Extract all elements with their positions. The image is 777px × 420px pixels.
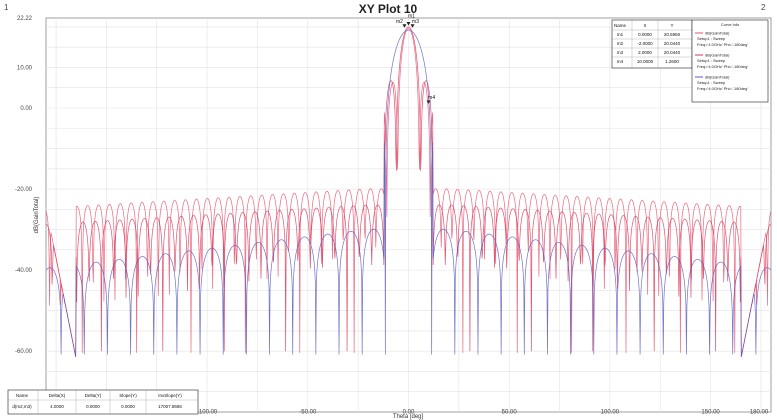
y-tick-label: -60.00 <box>15 349 33 355</box>
y-axis-ticks: 22.22 10.00 0.00 -20.00 -40.00 -60.00 <box>15 16 33 355</box>
marker-table-cell: -2.0000 <box>637 41 653 46</box>
marker-table-cell: m3 <box>617 50 624 55</box>
marker-table[interactable]: Name X Ym1 0.0000 20.5950 m2 -2.0000 20.0440 m3 2… <box>611 19 693 69</box>
x-tick-label: 150.00 <box>701 410 720 416</box>
chart-title: XY Plot 10 <box>359 2 418 16</box>
marker-label: m4 <box>428 95 435 101</box>
delta-table-header: InvSlope(Y) <box>158 393 182 398</box>
series-line-3 <box>45 29 772 357</box>
y-tick-label: 10.00 <box>17 65 33 71</box>
marker-m2[interactable] <box>402 24 407 28</box>
legend-entry-name: dB(GainTotal) <box>705 75 730 80</box>
marker-table-header: Name <box>614 23 627 28</box>
curve-info-legend[interactable]: Curve Info dB(GainTotal)Setup1 : SweepFr… <box>691 19 769 103</box>
x-axis-label: Theta [deg] <box>393 414 424 420</box>
curve-info-title: Curve Info <box>721 22 740 27</box>
y-tick-label: -20.00 <box>15 187 33 193</box>
marker-label: m3 <box>412 19 419 25</box>
marker-table-header: Y <box>670 23 673 28</box>
series-line-1 <box>45 28 772 357</box>
marker-table-cell: m1 <box>617 32 624 37</box>
legend-entry-params: Freq='4.0GHz' Phi='-180deg' <box>697 42 748 47</box>
x-tick-label: 180.00 <box>750 410 769 416</box>
delta-table-header: Delta(Y) <box>85 393 102 398</box>
marker-label: m1 <box>408 14 415 20</box>
y-tick-label: -40.00 <box>15 268 33 274</box>
marker-table-cell: 20.5950 <box>664 32 681 37</box>
legend-entry-name: dB(GainTotal) <box>705 31 730 36</box>
series-group <box>45 26 772 357</box>
delta-table-header: Slope(Y) <box>119 393 137 398</box>
marker-m3[interactable] <box>410 24 415 28</box>
marker-table-cell: m4 <box>617 59 624 64</box>
legend-entry-setup: Setup1 : Sweep <box>697 36 726 41</box>
legend-entry-setup: Setup1 : Sweep <box>697 58 726 63</box>
marker-table-cell: 1.2600 <box>665 59 679 64</box>
marker-table-cell: m2 <box>617 41 624 46</box>
marker-table-header: X <box>643 23 646 28</box>
x-tick-label: 0.00 <box>403 410 415 416</box>
delta-table-header: Delta(X) <box>49 393 66 398</box>
delta-table-cell: 0.0000 <box>86 404 100 409</box>
x-axis-ticks: -100.00 -50.00 0.00 50.00 100.00 150.00 180.00 <box>197 410 769 416</box>
x-tick-label: 100.00 <box>601 410 620 416</box>
x-tick-label: -50.00 <box>299 410 317 416</box>
x-tick-label: 50.00 <box>502 410 518 416</box>
legend-entry-setup: Setup1 : Sweep <box>697 80 726 85</box>
y-axis-label: dB(GainTotal) <box>34 197 40 234</box>
marker-table-cell: 2.0000 <box>638 50 652 55</box>
delta-table-cell: 0.0000 <box>121 404 135 409</box>
marker-label: m2 <box>396 19 403 25</box>
corner-label-left: 1 <box>4 3 9 12</box>
y-tick-label: 22.22 <box>17 16 33 22</box>
delta-marker-table[interactable]: Name Delta(X) Delta(Y) Slope(Y) InvSlope(Y) d… <box>7 389 199 415</box>
legend-entry-params: Freq='4.0GHz' Phi='-180deg' <box>697 64 748 69</box>
delta-table-cell: 17007.8686 <box>158 404 182 409</box>
y-tick-label: 0.00 <box>20 106 32 112</box>
corner-label-right: 2 <box>761 3 766 12</box>
marker-table-cell: 10.0000 <box>637 59 654 64</box>
delta-table-cell: 4.0000 <box>50 404 64 409</box>
marker-table-cell: 20.0440 <box>664 50 681 55</box>
legend-entry-params: Freq='4.0GHz' Phi='-180deg' <box>697 86 748 91</box>
marker-m4[interactable] <box>426 100 431 104</box>
x-tick-label: -100.00 <box>197 410 218 416</box>
delta-table-header: Name <box>16 393 29 398</box>
legend-entry-name: dB(GainTotal) <box>705 53 730 58</box>
delta-table-cell: d(m2,m3) <box>12 404 32 409</box>
markers-group: m1 m2 m3 m4 <box>396 14 435 104</box>
series-line-2 <box>45 26 772 357</box>
marker-table-cell: 0.0000 <box>638 32 652 37</box>
marker-table-cell: 20.0440 <box>664 41 681 46</box>
marker-m1[interactable] <box>406 22 411 26</box>
